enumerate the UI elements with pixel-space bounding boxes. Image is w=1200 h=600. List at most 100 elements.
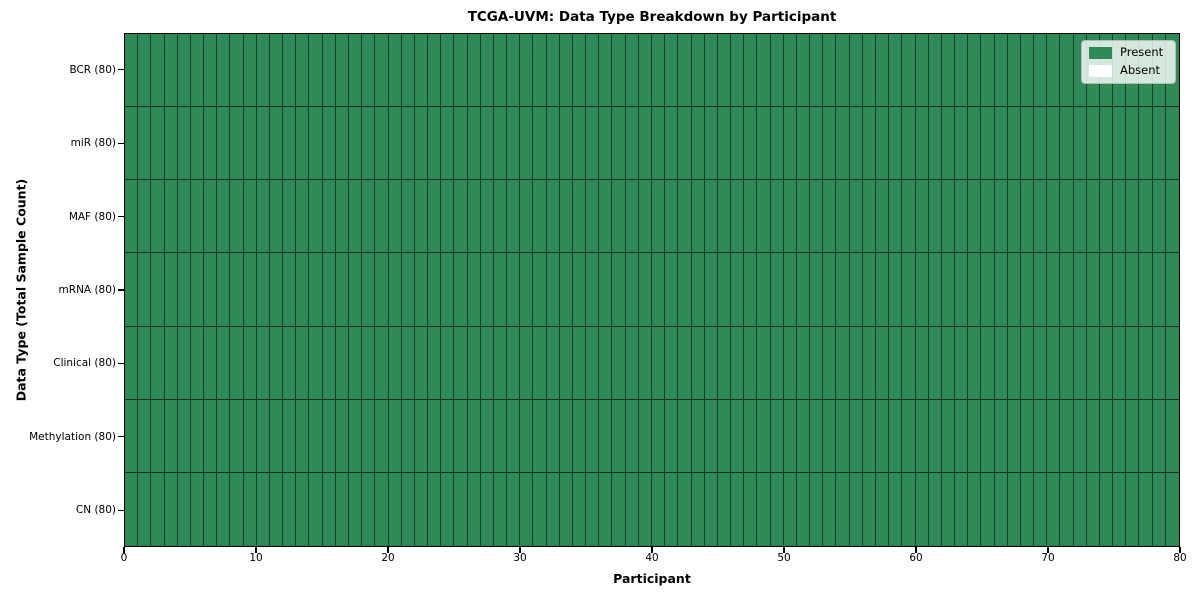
heatmap-cell: [1047, 399, 1061, 473]
y-tick-mark: [118, 142, 124, 144]
heatmap-cell: [1126, 107, 1140, 181]
heatmap-cell: [309, 253, 323, 327]
heatmap-cell: [164, 107, 178, 181]
heatmap-cell: [322, 253, 336, 327]
heatmap-cell: [836, 472, 850, 546]
heatmap-cell: [744, 180, 758, 254]
heatmap-cell: [388, 326, 402, 400]
heatmap-cell: [955, 472, 969, 546]
heatmap-cell: [467, 107, 481, 181]
legend: Present Absent: [1081, 40, 1176, 84]
heatmap-cell: [283, 34, 297, 108]
heatmap-cell: [757, 180, 771, 254]
heatmap-cell: [296, 34, 310, 108]
heatmap-cell: [388, 472, 402, 546]
x-tick-label: 0: [120, 552, 128, 564]
heatmap-cell: [941, 253, 956, 327]
heatmap-cell: [599, 472, 613, 546]
heatmap-cell: [507, 253, 521, 327]
heatmap-cell: [322, 180, 336, 254]
heatmap-cell: [1047, 326, 1061, 400]
heatmap-cell: [757, 34, 771, 108]
heatmap-cell: [572, 399, 587, 473]
heatmap-cell: [362, 399, 376, 473]
heatmap-cell: [335, 326, 349, 400]
heatmap-cell: [1099, 180, 1114, 254]
heatmap-cell: [744, 472, 758, 546]
heatmap-cell: [533, 472, 547, 546]
heatmap-cell: [309, 34, 323, 108]
heatmap-cell: [994, 472, 1008, 546]
heatmap-cell: [480, 34, 494, 108]
heatmap-cell: [823, 253, 837, 327]
heatmap-cell: [1073, 180, 1087, 254]
heatmap-cell: [717, 107, 732, 181]
legend-label: Absent: [1120, 63, 1161, 78]
heatmap-cell: [520, 472, 534, 546]
heatmap-cell: [151, 180, 165, 254]
y-tick-label: BCR (80): [69, 63, 116, 76]
heatmap-cell: [994, 107, 1008, 181]
x-tick-label: 70: [1041, 552, 1055, 564]
heatmap-cell: [625, 472, 639, 546]
heatmap-cell: [190, 399, 205, 473]
x-tick-label: 40: [645, 552, 659, 564]
heatmap-cell: [757, 326, 771, 400]
heatmap-cell: [1034, 326, 1048, 400]
heatmap-cell: [955, 180, 969, 254]
heatmap-cell: [1020, 399, 1035, 473]
heatmap-cell: [823, 180, 837, 254]
heatmap-cell: [572, 107, 587, 181]
heatmap-cell: [467, 253, 481, 327]
heatmap-cell: [678, 472, 692, 546]
heatmap-cell: [1034, 472, 1048, 546]
heatmap-cell: [915, 399, 929, 473]
heatmap-cell: [309, 326, 323, 400]
heatmap-cell: [836, 34, 850, 108]
heatmap-cell: [665, 399, 679, 473]
heatmap-cell: [586, 107, 600, 181]
heatmap-cell: [1073, 326, 1087, 400]
heatmap-cell: [414, 472, 429, 546]
heatmap-cell: [572, 472, 587, 546]
heatmap-cell: [731, 180, 745, 254]
heatmap-cell: [520, 34, 534, 108]
heatmap-cell: [994, 34, 1008, 108]
heatmap-cell: [230, 107, 244, 181]
x-tick-label: 20: [381, 552, 395, 564]
heatmap-cell: [941, 472, 956, 546]
heatmap-cell: [1139, 107, 1153, 181]
heatmap-cell: [204, 399, 218, 473]
heatmap-cell: [243, 107, 257, 181]
heatmap-cell: [652, 253, 666, 327]
heatmap-cell: [915, 253, 929, 327]
heatmap-cell: [243, 253, 257, 327]
heatmap-cell: [230, 472, 244, 546]
heatmap-cell: [375, 399, 389, 473]
heatmap-cell: [704, 180, 718, 254]
heatmap-cell: [348, 472, 363, 546]
heatmap-cell: [744, 34, 758, 108]
y-tick-mark: [118, 215, 124, 218]
heatmap-cell: [190, 472, 205, 546]
heatmap-cell: [348, 180, 363, 254]
heatmap-cell: [928, 326, 942, 400]
heatmap-cell: [441, 34, 455, 108]
heatmap-cell: [902, 34, 916, 108]
heatmap-cell: [678, 253, 692, 327]
y-tick-mark: [118, 289, 124, 291]
heatmap-cell: [928, 180, 942, 254]
heatmap-cell: [454, 107, 468, 181]
heatmap-cell: [994, 253, 1008, 327]
heatmap-cell: [559, 326, 573, 400]
heatmap-cell: [1099, 107, 1114, 181]
heatmap-cell: [507, 399, 521, 473]
heatmap-cell: [125, 326, 139, 400]
heatmap-cell: [388, 253, 402, 327]
heatmap-cell: [1073, 472, 1087, 546]
heatmap-cell: [362, 472, 376, 546]
heatmap-cell: [783, 399, 797, 473]
heatmap-cell: [125, 472, 139, 546]
heatmap-cell: [217, 107, 231, 181]
heatmap-cell: [533, 34, 547, 108]
